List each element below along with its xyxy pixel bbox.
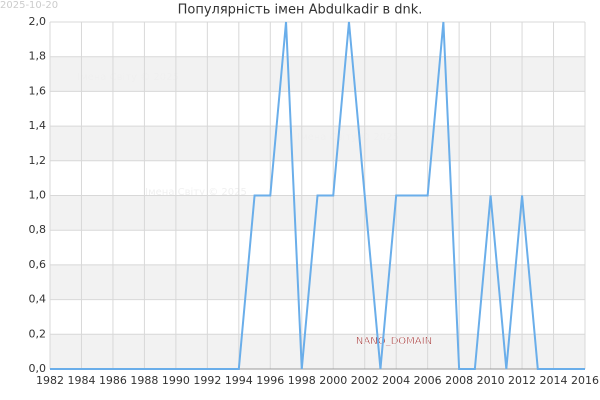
y-tick-label: 0,4 — [29, 293, 47, 306]
x-tick-label: 2004 — [382, 374, 410, 387]
x-tick-label: 1986 — [99, 374, 127, 387]
x-tick-label: 2006 — [414, 374, 442, 387]
y-tick-label: 1,6 — [29, 84, 47, 97]
y-tick-label: 0,2 — [29, 327, 47, 340]
y-tick-label: 0,0 — [29, 362, 47, 375]
x-tick-label: 2012 — [508, 374, 536, 387]
x-tick-label: 1996 — [256, 374, 284, 387]
x-tick-label: 2000 — [319, 374, 347, 387]
plot-band — [50, 264, 585, 300]
watermark: Імена Світу © 2025 — [145, 186, 247, 198]
y-tick-label: 2,0 — [29, 15, 47, 28]
x-tick-label: 1992 — [193, 374, 221, 387]
chart-title: Популярність імен Abdulkadir в dnk. — [178, 3, 423, 18]
y-tick-label: 1,2 — [29, 154, 47, 167]
x-tick-label: 2016 — [571, 374, 599, 387]
x-tick-label: 2008 — [445, 374, 473, 387]
plot-bands — [50, 56, 585, 369]
x-tick-label: 2014 — [540, 374, 568, 387]
plot-band — [50, 56, 585, 92]
y-tick-label: 1,0 — [29, 189, 47, 202]
x-tick-label: 1994 — [225, 374, 253, 387]
x-tick-label: 1988 — [130, 374, 158, 387]
date-stamp: 2025-10-20 — [0, 0, 58, 11]
x-tick-label: 1998 — [288, 374, 316, 387]
plot-band — [50, 126, 585, 161]
x-tick-label: 2010 — [477, 374, 505, 387]
y-tick-label: 1,8 — [29, 50, 47, 63]
y-tick-label: 0,8 — [29, 223, 47, 236]
watermark: Імена Світу © 2025 — [297, 131, 399, 143]
plot-band — [50, 334, 585, 369]
y-tick-label: 0,6 — [29, 258, 47, 271]
x-tick-label: 2002 — [351, 374, 379, 387]
x-tick-label: 1982 — [36, 374, 64, 387]
watermark: Імена Світу © 2025 — [77, 71, 179, 83]
x-tick-label: 1990 — [162, 374, 190, 387]
x-tick-label: 1984 — [67, 374, 95, 387]
line-series — [50, 21, 585, 370]
y-tick-label: 1,4 — [29, 119, 47, 132]
domain-label: NANO_DOMAIN — [356, 336, 432, 347]
